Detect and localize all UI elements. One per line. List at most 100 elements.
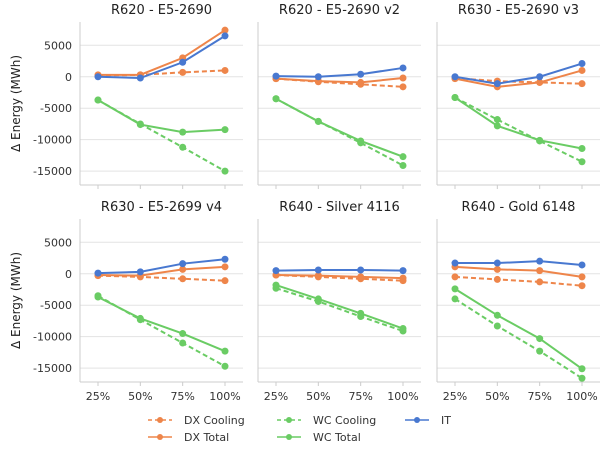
data-point bbox=[179, 128, 187, 136]
data-point bbox=[314, 266, 322, 274]
x-tick-label: 75% bbox=[170, 390, 194, 403]
series-line bbox=[275, 66, 404, 78]
y-tick-label: -5000 bbox=[40, 102, 72, 115]
series-line bbox=[275, 274, 404, 282]
data-point bbox=[578, 80, 586, 88]
data-point bbox=[179, 339, 187, 347]
data-point bbox=[493, 116, 501, 124]
data-point bbox=[451, 73, 459, 81]
data-point bbox=[179, 58, 187, 66]
data-point bbox=[221, 167, 229, 175]
data-point bbox=[493, 265, 501, 273]
x-tick-label: 100% bbox=[209, 390, 240, 403]
series-line bbox=[275, 77, 404, 88]
y-tick-label: -10000 bbox=[33, 134, 72, 147]
data-point bbox=[536, 257, 544, 265]
legend-label: WC Cooling bbox=[313, 414, 376, 427]
series-line bbox=[454, 96, 583, 150]
data-point bbox=[94, 293, 102, 301]
data-point bbox=[221, 362, 229, 370]
subplot-title: R630 - E5-2699 v4 bbox=[101, 200, 222, 215]
series-line bbox=[455, 260, 583, 266]
x-tick-label: 50% bbox=[306, 390, 330, 403]
data-point bbox=[221, 255, 229, 263]
data-point bbox=[536, 335, 544, 343]
subplot-title: R620 - E5-2690 bbox=[111, 3, 212, 18]
series-line bbox=[275, 268, 404, 272]
data-point bbox=[179, 265, 187, 273]
data-point bbox=[578, 60, 586, 68]
series-line bbox=[454, 275, 583, 287]
data-point bbox=[357, 78, 365, 86]
data-point bbox=[136, 121, 144, 129]
data-point bbox=[451, 273, 459, 281]
series-line bbox=[275, 274, 404, 280]
y-tick-label: 5000 bbox=[44, 236, 72, 249]
legend-label: WC Total bbox=[313, 431, 361, 444]
series-line bbox=[97, 34, 226, 80]
data-point bbox=[399, 74, 407, 82]
subplot-title: R630 - E5-2690 v3 bbox=[458, 3, 579, 18]
data-point bbox=[179, 275, 187, 283]
data-point bbox=[136, 74, 144, 82]
data-point bbox=[399, 161, 407, 169]
data-point bbox=[399, 274, 407, 282]
y-tick-label: -15000 bbox=[33, 165, 72, 178]
data-point bbox=[493, 275, 501, 283]
series-line bbox=[275, 287, 404, 332]
data-point bbox=[272, 281, 280, 289]
data-point bbox=[221, 347, 229, 355]
series-line bbox=[97, 265, 226, 277]
series-line bbox=[454, 288, 583, 370]
legend-marker bbox=[157, 417, 163, 423]
data-point bbox=[221, 66, 229, 74]
data-point bbox=[578, 282, 586, 290]
series-line bbox=[275, 97, 404, 158]
data-point bbox=[94, 73, 102, 81]
data-point bbox=[493, 311, 501, 319]
x-tick-label: 75% bbox=[527, 390, 551, 403]
data-point bbox=[357, 70, 365, 78]
y-tick-label: 0 bbox=[65, 268, 72, 281]
data-point bbox=[451, 94, 459, 102]
data-point bbox=[314, 272, 322, 280]
y-tick-label: 5000 bbox=[44, 39, 72, 52]
y-axis-label: Δ Energy (MWh) bbox=[9, 252, 23, 349]
y-tick-label: -15000 bbox=[33, 362, 72, 375]
data-point bbox=[536, 73, 544, 81]
data-point bbox=[179, 143, 187, 151]
legend-marker bbox=[414, 417, 420, 423]
data-point bbox=[357, 137, 365, 145]
data-point bbox=[357, 309, 365, 317]
data-point bbox=[314, 73, 322, 81]
series-line bbox=[454, 69, 583, 88]
data-point bbox=[221, 263, 229, 271]
data-point bbox=[179, 68, 187, 76]
data-point bbox=[399, 325, 407, 333]
y-tick-label: 0 bbox=[65, 71, 72, 84]
data-point bbox=[399, 267, 407, 275]
series-line bbox=[454, 96, 583, 163]
series-line bbox=[275, 77, 404, 84]
data-point bbox=[493, 322, 501, 330]
data-point bbox=[536, 78, 544, 86]
data-point bbox=[221, 26, 229, 34]
data-point bbox=[451, 259, 459, 267]
data-point bbox=[272, 267, 280, 275]
legend-label: DX Cooling bbox=[184, 414, 245, 427]
data-point bbox=[578, 273, 586, 281]
legend-label: IT bbox=[441, 414, 451, 427]
legend-label: DX Total bbox=[184, 431, 229, 444]
x-tick-label: 100% bbox=[387, 390, 418, 403]
y-axis-label: Δ Energy (MWh) bbox=[9, 55, 23, 152]
x-tick-label: 50% bbox=[128, 390, 152, 403]
data-point bbox=[578, 261, 586, 269]
series-line bbox=[275, 284, 404, 330]
data-point bbox=[536, 347, 544, 355]
x-tick-label: 50% bbox=[485, 390, 509, 403]
data-point bbox=[221, 277, 229, 285]
series-line bbox=[454, 62, 583, 85]
series-line bbox=[454, 77, 583, 85]
y-tick-label: -10000 bbox=[33, 331, 72, 344]
data-point bbox=[451, 285, 459, 293]
